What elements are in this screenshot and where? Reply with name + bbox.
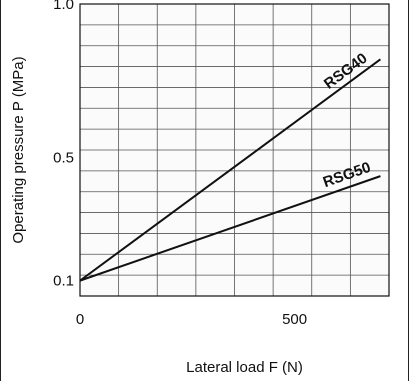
series-line-rsg50 (79, 175, 381, 282)
y-tick-labels: 0.1 0.5 1.0 (53, 0, 74, 290)
y-axis-label: Operating pressure P (MPa) (10, 56, 27, 243)
y-tick-label: 1.0 (53, 0, 74, 13)
x-axis-label: Lateral load F (N) (186, 359, 303, 376)
plot-area-border (79, 3, 390, 297)
grid-lines (80, 4, 389, 296)
x-tick-labels: 0 500 (76, 311, 307, 328)
series-line-rsg40 (79, 58, 382, 282)
y-tick-label: 0.1 (53, 273, 74, 290)
x-tick-label: 500 (282, 311, 307, 328)
x-tick-label: 0 (76, 311, 84, 328)
y-tick-label: 0.5 (53, 150, 74, 167)
